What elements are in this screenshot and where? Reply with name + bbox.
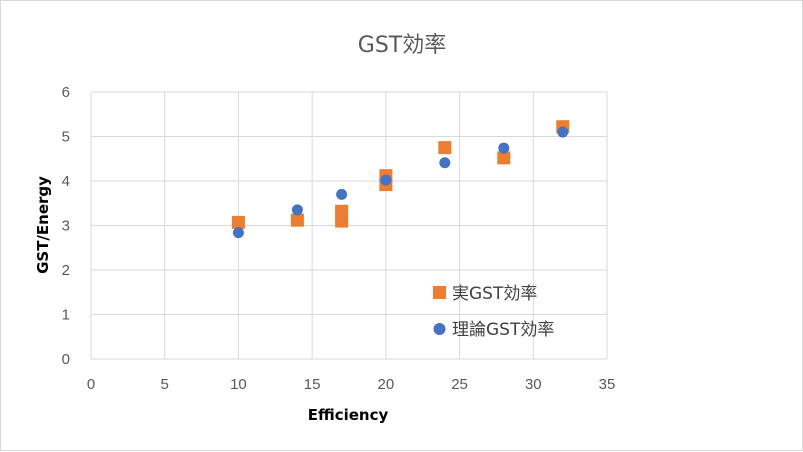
theoretical-efficiency-point <box>336 188 348 200</box>
y-tick-label: 5 <box>62 129 70 146</box>
actual-efficiency-point <box>290 213 304 227</box>
x-tick-label: 15 <box>304 376 321 393</box>
actual-efficiency-point <box>497 151 511 165</box>
theoretical-efficiency-point <box>380 174 392 186</box>
legend-marker-theoretical <box>433 323 446 335</box>
theoretical-efficiency-point <box>291 204 303 216</box>
actual-efficiency-point <box>231 215 245 229</box>
gridlines <box>90 91 608 360</box>
actual-efficiency-point <box>438 141 452 155</box>
y-axis-title: GST/Energy <box>34 176 52 274</box>
x-tick-label: 0 <box>87 376 95 393</box>
theoretical-efficiency-point <box>439 157 451 169</box>
x-tick-label: 10 <box>230 376 247 393</box>
y-tick-label: 2 <box>62 262 70 279</box>
legend-label-theoretical: 理論GST効率 <box>452 320 554 340</box>
x-tick-label: 20 <box>378 376 395 393</box>
tick-labels: 0 5 10 15 20 25 30 35 0 1 2 3 4 5 6 <box>62 84 616 393</box>
chart-title: GST効率 <box>358 33 446 58</box>
actual-efficiency-point <box>335 214 349 228</box>
theoretical-efficiency-point <box>232 227 244 239</box>
legend-marker-actual <box>433 286 446 299</box>
theoretical-efficiency-point <box>557 126 569 138</box>
legend-label-actual: 実GST効率 <box>452 284 537 304</box>
y-tick-label: 4 <box>62 173 70 190</box>
y-tick-label: 0 <box>62 351 70 368</box>
x-tick-label: 25 <box>451 376 468 393</box>
y-tick-label: 6 <box>62 84 70 101</box>
legend: 実GST効率 理論GST効率 <box>433 284 554 340</box>
y-tick-label: 1 <box>62 307 70 324</box>
theoretical-efficiency-point <box>498 142 510 154</box>
x-axis-title: Efficiency <box>308 406 389 424</box>
data-points <box>231 120 570 239</box>
x-tick-label: 5 <box>161 376 169 393</box>
y-tick-label: 3 <box>62 218 70 235</box>
x-tick-label: 30 <box>525 376 542 393</box>
actual-efficiency-point <box>335 204 349 218</box>
x-tick-label: 35 <box>599 376 616 393</box>
